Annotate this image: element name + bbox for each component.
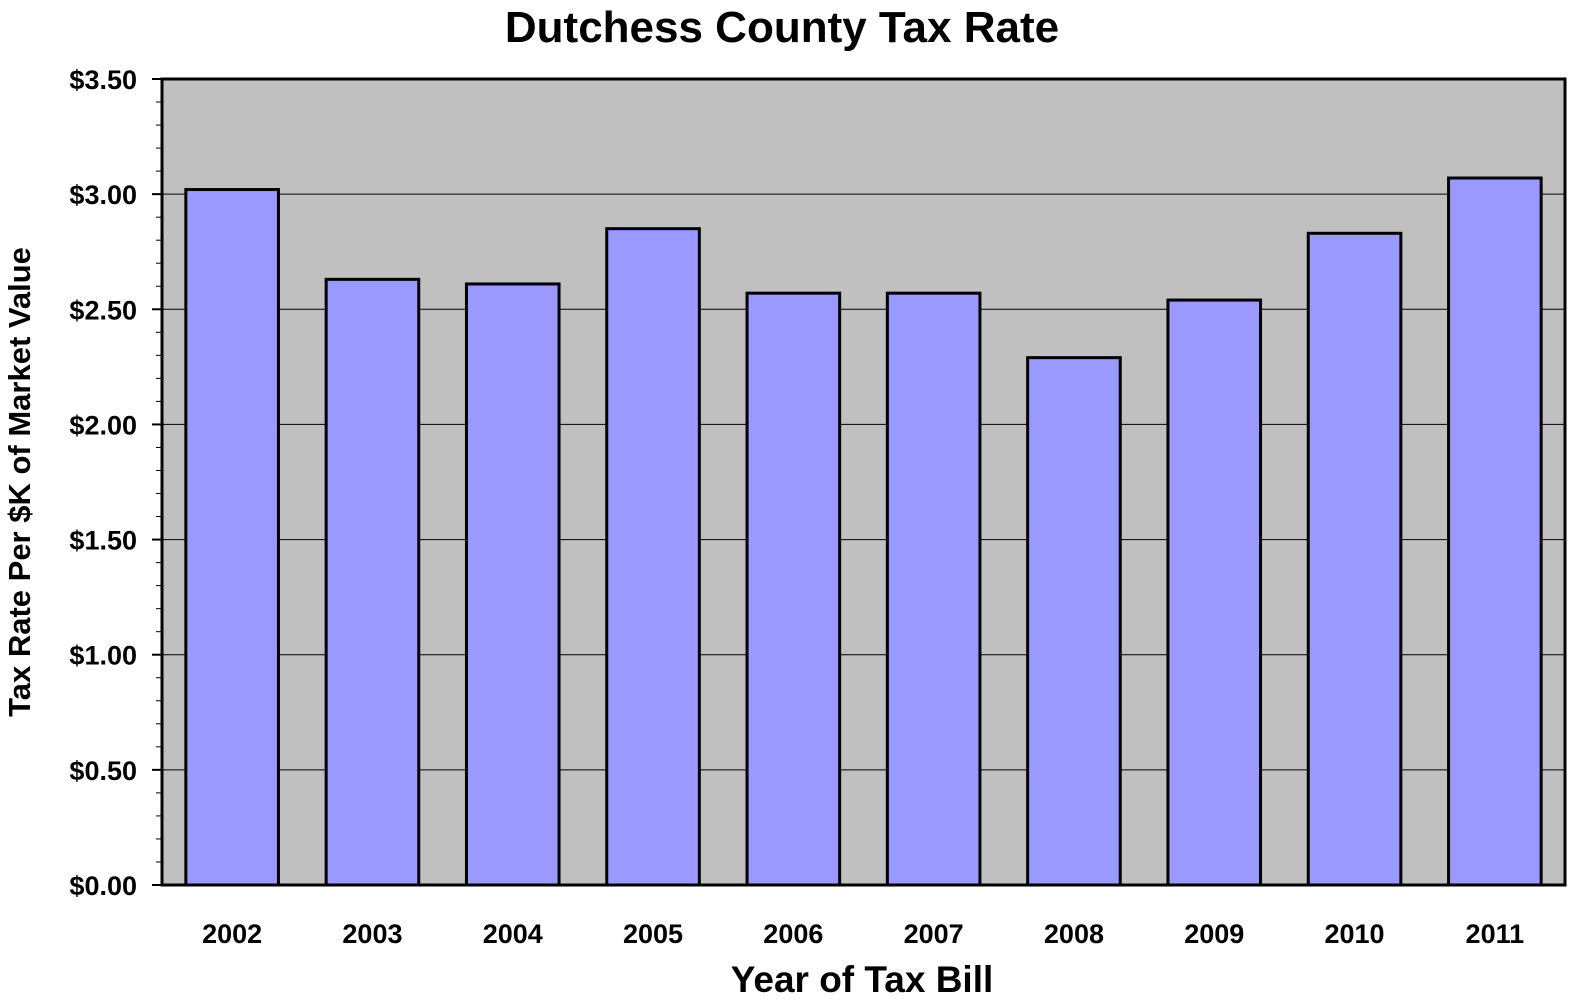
y-tick-label: $0.50 [69, 756, 137, 786]
bars [184, 176, 1543, 887]
bar-2002 [184, 188, 280, 887]
bar-2005 [605, 227, 701, 887]
x-tick-label: 2011 [1466, 919, 1525, 949]
y-tick-label: $0.00 [69, 871, 137, 901]
bar-2003 [324, 277, 421, 887]
x-tick-label: 2010 [1325, 919, 1385, 949]
y-axis-tick-labels: $0.00 $0.50 $1.00 $1.50 $2.00 $2.50 $3.00 $3.50 [69, 65, 162, 901]
bar-2011 [1447, 176, 1543, 887]
x-tick-label: 2007 [904, 919, 964, 949]
y-axis-label: Tax Rate Per $K of Market Value [2, 247, 37, 717]
x-tick-label: 2004 [483, 919, 543, 949]
x-axis-label: Year of Tax Bill [731, 959, 994, 1000]
x-tick-label: 2008 [1044, 919, 1104, 949]
bar-2006 [745, 291, 842, 887]
y-tick-label: $1.50 [69, 526, 137, 556]
x-tick-label: 2006 [763, 919, 823, 949]
x-tick-label: 2002 [202, 919, 262, 949]
y-tick-label: $3.00 [69, 180, 137, 210]
chart-title: Dutchess County Tax Rate [505, 3, 1059, 52]
y-tick-label: $2.00 [69, 410, 137, 440]
bar-2010 [1306, 231, 1403, 887]
x-tick-label: 2009 [1184, 919, 1244, 949]
plot-border [160, 77, 1567, 887]
y-tick-label: $3.50 [69, 65, 137, 95]
bar-2008 [1026, 356, 1122, 887]
bar-2004 [464, 282, 561, 887]
bar-2007 [885, 291, 982, 887]
x-tick-label: 2005 [623, 919, 683, 949]
y-tick-label: $2.50 [69, 295, 137, 325]
x-axis-tick-labels: 2002 2003 2004 2005 2006 2007 2008 2009 2010 2011 [202, 919, 1524, 949]
bar-2009 [1166, 298, 1263, 887]
y-tick-label: $1.00 [69, 641, 137, 671]
x-tick-label: 2003 [342, 919, 402, 949]
